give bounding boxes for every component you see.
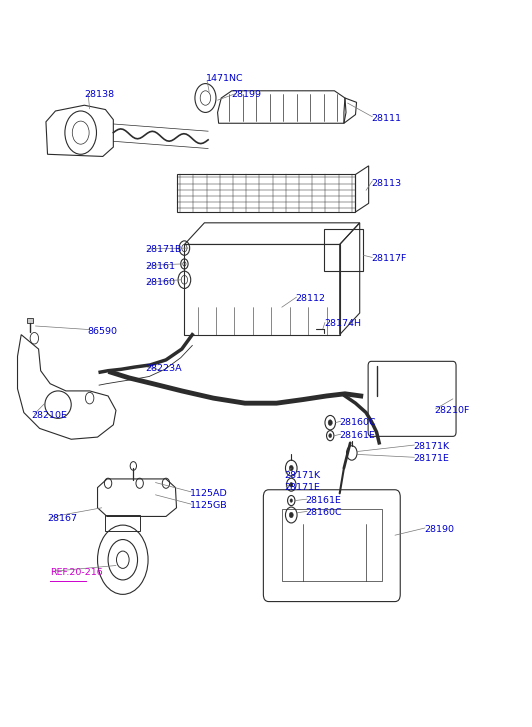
Text: 28160C: 28160C	[305, 508, 342, 518]
Text: REF.20-216: REF.20-216	[50, 569, 103, 577]
Text: 28111: 28111	[371, 113, 401, 123]
Text: 28223A: 28223A	[145, 364, 181, 373]
Text: 1471NC: 1471NC	[205, 74, 243, 83]
Bar	[177, 174, 355, 212]
Text: 28112: 28112	[295, 294, 325, 303]
Text: 28113: 28113	[371, 179, 402, 188]
Text: 28174H: 28174H	[324, 319, 361, 329]
Bar	[185, 244, 340, 334]
Bar	[105, 515, 140, 531]
Circle shape	[289, 513, 293, 518]
Text: 28160: 28160	[145, 278, 175, 287]
Text: 28171K: 28171K	[413, 442, 450, 451]
Text: 28160C: 28160C	[340, 418, 376, 427]
Text: 28199: 28199	[232, 90, 262, 99]
Text: 1125GB: 1125GB	[190, 501, 227, 510]
Text: 28171B: 28171B	[145, 245, 181, 254]
Text: 86590: 86590	[87, 326, 117, 336]
Text: 28161: 28161	[145, 262, 175, 270]
Text: 28210E: 28210E	[32, 411, 68, 420]
Text: 28117F: 28117F	[371, 254, 406, 263]
Circle shape	[290, 499, 293, 502]
Text: 28210F: 28210F	[435, 406, 470, 415]
Text: 28190: 28190	[424, 525, 454, 534]
Text: 28161E: 28161E	[340, 431, 376, 440]
Text: 28171K: 28171K	[285, 471, 321, 480]
Text: 28171E: 28171E	[285, 483, 320, 492]
Text: 28161E: 28161E	[305, 496, 342, 505]
Circle shape	[328, 419, 332, 425]
Bar	[324, 229, 363, 271]
Text: 28171E: 28171E	[413, 454, 450, 463]
Circle shape	[289, 465, 293, 471]
Circle shape	[329, 433, 331, 438]
Text: 28167: 28167	[47, 514, 78, 523]
Bar	[27, 318, 34, 323]
Bar	[282, 509, 382, 582]
Text: 28138: 28138	[85, 90, 114, 99]
Circle shape	[289, 483, 293, 487]
Text: 1125AD: 1125AD	[190, 489, 227, 498]
